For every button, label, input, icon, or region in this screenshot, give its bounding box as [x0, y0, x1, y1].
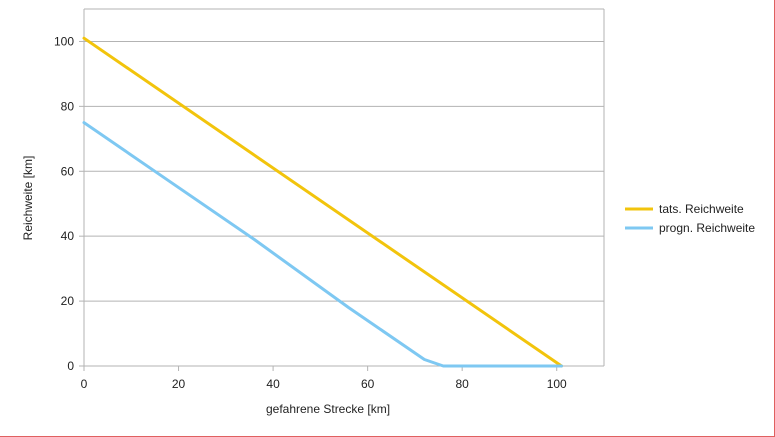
legend-label-1: progn. Reichweite — [659, 221, 755, 235]
x-tick-labels: 0 20 40 60 80 100 — [81, 377, 567, 391]
y-tick-label-3: 60 — [61, 164, 75, 178]
axes — [79, 8, 605, 371]
x-tick-label-2: 40 — [266, 377, 280, 391]
x-tick-label-4: 80 — [456, 377, 470, 391]
y-tick-labels: 0 20 40 60 80 100 — [54, 34, 74, 373]
y-tick-label-1: 20 — [61, 294, 75, 308]
series-line-1 — [82, 121, 563, 368]
x-tick-label-1: 20 — [172, 377, 186, 391]
x-tick-label-3: 60 — [361, 377, 375, 391]
series-line-0 — [82, 36, 563, 368]
y-tick-label-4: 80 — [61, 99, 75, 113]
x-tick-label-5: 100 — [547, 377, 567, 391]
y-tick-label-2: 40 — [61, 229, 75, 243]
legend: tats. Reichweite progn. Reichweite — [625, 202, 755, 235]
y-axis-title: Reichweite [km] — [21, 156, 35, 241]
x-axis-title: gefahrene Strecke [km] — [266, 402, 390, 416]
legend-label-0: tats. Reichweite — [659, 202, 744, 216]
series-lines — [82, 36, 563, 368]
y-tick-label-0: 0 — [67, 359, 74, 373]
y-tick-label-5: 100 — [54, 34, 74, 48]
x-tick-label-0: 0 — [81, 377, 88, 391]
